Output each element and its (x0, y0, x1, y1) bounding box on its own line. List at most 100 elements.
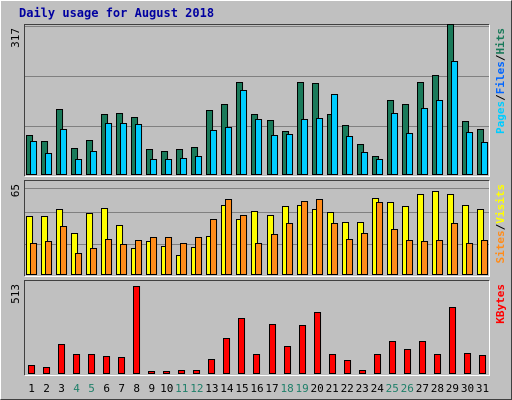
y-max-label: 513 (9, 284, 22, 304)
bar-files-day-5 (90, 151, 98, 175)
bar-sites-day-30 (466, 243, 474, 275)
x-tick-label-day-19: 19 (295, 382, 308, 395)
panel-legend-label: KBytes (494, 284, 507, 324)
bar-files-day-12 (195, 156, 203, 175)
bar-sites-day-4 (75, 253, 83, 275)
bar-kbytes-day-25 (389, 341, 397, 374)
legend-kbytes: KBytes (494, 284, 507, 324)
bar-files-day-9 (150, 159, 158, 175)
x-tick-label-day-24: 24 (371, 382, 385, 395)
panel-visits-sites: 65 Sites/Visits (9, 180, 507, 277)
bar-kbytes-day-5 (88, 354, 96, 374)
bar-sites-day-9 (150, 237, 158, 275)
bar-sites-day-7 (120, 244, 128, 275)
x-tick-label-day-13: 13 (205, 382, 218, 395)
bar-kbytes-day-14 (223, 338, 231, 374)
bar-sites-day-5 (90, 248, 98, 275)
bar-sites-day-1 (30, 243, 38, 275)
bar-kbytes-day-17 (269, 324, 277, 374)
legend-separator: / (494, 94, 507, 101)
legend-separator: / (494, 54, 507, 61)
bar-kbytes-day-19 (299, 325, 307, 374)
bar-sites-day-8 (135, 240, 143, 275)
bar-sites-day-25 (391, 229, 399, 275)
bar-kbytes-day-11 (178, 370, 186, 374)
bar-visits-day-30 (462, 205, 470, 275)
legend-files: Files (494, 61, 507, 94)
x-tick-label-day-7: 7 (118, 382, 125, 395)
legend-sites: Sites (494, 230, 507, 263)
bar-sites-day-12 (195, 237, 203, 275)
panel-edge-light (24, 280, 490, 376)
x-tick-label-day-28: 28 (431, 382, 444, 395)
bar-files-day-3 (60, 129, 68, 175)
bar-files-day-13 (210, 130, 218, 175)
bar-files-day-23 (361, 152, 369, 175)
bar-sites-day-3 (60, 226, 68, 275)
x-tick-label-day-26: 26 (401, 382, 414, 395)
bar-kbytes-day-22 (344, 360, 352, 374)
bar-kbytes-day-7 (118, 357, 126, 374)
bar-sites-day-24 (376, 202, 384, 275)
bar-files-day-28 (436, 100, 444, 175)
bar-sites-day-27 (421, 241, 429, 275)
panel-edge-light (24, 180, 490, 277)
bar-kbytes-day-9 (148, 371, 156, 374)
legend-visits: Visits (494, 184, 507, 224)
legend-separator: / (494, 223, 507, 230)
bar-files-day-26 (406, 133, 414, 175)
panel-edge-dark (24, 180, 490, 277)
bar-kbytes-day-13 (208, 359, 216, 374)
bar-files-day-1 (30, 141, 38, 175)
x-tick-label-day-9: 9 (148, 382, 155, 395)
x-tick-label-day-14: 14 (220, 382, 234, 395)
bar-files-day-10 (165, 159, 173, 175)
bar-sites-day-31 (481, 240, 489, 275)
bar-kbytes-day-16 (253, 354, 261, 374)
panel-legend-label: Pages/Files/Hits (494, 28, 507, 134)
x-tick-label-day-10: 10 (160, 382, 173, 395)
bar-files-day-6 (105, 123, 113, 175)
legend-hits: Hits (494, 28, 507, 55)
bar-kbytes-day-27 (419, 341, 427, 374)
bar-files-day-30 (466, 132, 474, 175)
x-tick-label-day-1: 1 (28, 382, 35, 395)
x-tick-label-day-21: 21 (326, 382, 339, 395)
panel-legend-label: Sites/Visits (494, 184, 507, 264)
bar-sites-day-23 (361, 233, 369, 275)
x-axis-tick-labels: 1 2 3 4 5 6 7 8 9 10 11 12 13 14 15 16 17 18 19 20 21 22 23 24 2… (28, 382, 489, 395)
panel-edge-light (24, 24, 490, 177)
bar-files-day-21 (331, 94, 339, 175)
bar-files-day-14 (225, 127, 233, 175)
bar-sites-day-10 (165, 237, 173, 275)
panel-edge-dark (24, 24, 490, 177)
bar-kbytes-day-29 (449, 307, 457, 374)
bar-files-day-22 (346, 136, 354, 175)
bar-sites-day-28 (436, 240, 444, 275)
x-tick-label-day-16: 16 (250, 382, 263, 395)
legend-pages: Pages (494, 101, 507, 134)
bar-kbytes-day-21 (329, 354, 337, 374)
bar-kbytes-day-28 (434, 354, 442, 374)
panel-edge-dark (24, 280, 490, 376)
bar-files-day-27 (421, 108, 429, 175)
panel-kbytes: 513 KBytes (9, 280, 507, 376)
x-tick-label-day-3: 3 (58, 382, 65, 395)
bar-files-day-2 (45, 153, 53, 175)
x-tick-label-day-2: 2 (43, 382, 50, 395)
bar-kbytes-day-30 (464, 353, 472, 374)
bar-sites-day-21 (331, 223, 339, 275)
x-tick-label-day-22: 22 (341, 382, 354, 395)
bar-sites-day-18 (286, 223, 294, 275)
bar-kbytes-day-26 (404, 349, 412, 374)
chart-title: Daily usage for August 2018 (19, 6, 214, 20)
bar-kbytes-day-10 (163, 371, 171, 374)
y-max-label: 65 (9, 184, 22, 197)
x-tick-label-day-25: 25 (386, 382, 399, 395)
bar-kbytes-day-18 (284, 346, 292, 374)
bar-kbytes-day-3 (58, 344, 66, 374)
bar-sites-day-20 (316, 199, 324, 275)
